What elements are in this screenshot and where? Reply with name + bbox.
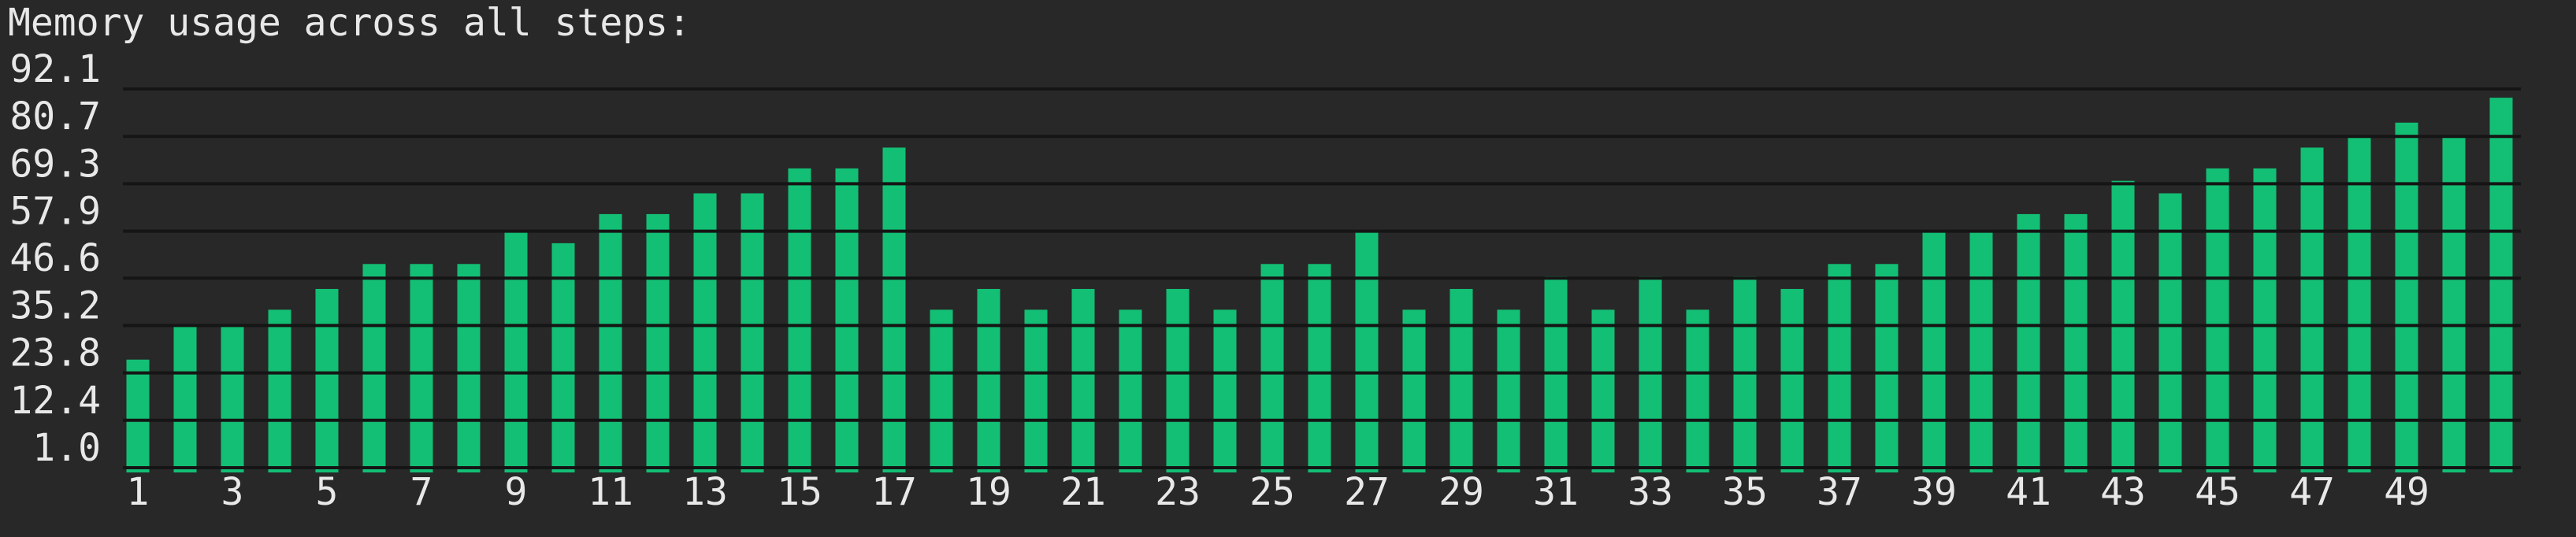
- bar: [457, 264, 481, 472]
- bar: [2300, 147, 2324, 472]
- x-tick-label: 39: [1911, 470, 1957, 514]
- chart-title: Memory usage across all steps:: [8, 1, 691, 45]
- bar: [1922, 231, 1946, 472]
- bar: [551, 243, 575, 472]
- y-tick-label: 69.3: [9, 142, 101, 186]
- bar: [1308, 264, 1331, 472]
- bar: [741, 193, 764, 472]
- bar: [930, 309, 953, 472]
- x-tick-label: 3: [221, 470, 244, 514]
- x-tick-label: 31: [1533, 470, 1579, 514]
- bar: [2206, 168, 2229, 473]
- x-tick-label: 45: [2195, 470, 2240, 514]
- y-tick-label: 92.1: [9, 47, 101, 91]
- x-tick-label: 33: [1628, 470, 1673, 514]
- x-tick-label: 17: [871, 470, 917, 514]
- x-tick-label: 15: [777, 470, 822, 514]
- bar: [1402, 309, 1426, 472]
- y-tick-label: 23.8: [9, 331, 101, 376]
- bar: [1969, 231, 1993, 472]
- bar: [693, 193, 717, 472]
- x-tick-label: 9: [505, 470, 528, 514]
- bar: [410, 264, 433, 472]
- bar: [1449, 288, 1473, 472]
- bar: [221, 326, 244, 472]
- x-tick-label: 49: [2384, 470, 2429, 514]
- bar: [2064, 213, 2088, 472]
- bar: [1686, 309, 1709, 472]
- bar: [126, 359, 150, 472]
- bar: [788, 168, 811, 473]
- bar: [1828, 264, 1851, 472]
- x-tick-label: 7: [410, 470, 433, 514]
- x-tick-label: 21: [1060, 470, 1106, 514]
- bar: [1260, 264, 1284, 472]
- x-tick-label: 23: [1155, 470, 1201, 514]
- x-tick-label: 11: [588, 470, 633, 514]
- bar: [1355, 231, 1379, 472]
- x-tick-label: 43: [2100, 470, 2146, 514]
- bar: [646, 213, 670, 472]
- bar: [2442, 135, 2466, 472]
- bar: [2253, 168, 2277, 473]
- bar: [835, 168, 859, 473]
- x-tick-label: 37: [1817, 470, 1862, 514]
- bar: [599, 213, 622, 472]
- bar: [504, 231, 528, 472]
- bar: [2158, 193, 2182, 472]
- bar: [2017, 213, 2040, 472]
- x-tick-label: 27: [1344, 470, 1390, 514]
- x-tick-label: 47: [2289, 470, 2335, 514]
- bar: [1024, 309, 1048, 472]
- bar: [1497, 309, 1520, 472]
- bar: [1071, 288, 1095, 472]
- x-tick-label: 5: [316, 470, 339, 514]
- bar: [2348, 135, 2371, 472]
- bar: [1875, 264, 1899, 472]
- bar: [1780, 288, 1804, 472]
- bar: [315, 288, 339, 472]
- y-tick-label: 35.2: [9, 283, 101, 328]
- y-tick-label: 1.0: [32, 426, 101, 470]
- x-tick-label: 19: [966, 470, 1011, 514]
- bar: [173, 326, 197, 472]
- x-tick-label: 13: [682, 470, 728, 514]
- bar: [362, 264, 386, 472]
- bar: [977, 288, 1000, 472]
- x-tick-label: 1: [127, 470, 150, 514]
- bar: [2395, 122, 2418, 473]
- bar: [2489, 98, 2513, 472]
- bar: [1166, 288, 1190, 472]
- x-tick-label: 29: [1438, 470, 1484, 514]
- y-tick-label: 80.7: [9, 94, 101, 139]
- bar: [882, 147, 906, 472]
- y-tick-label: 12.4: [9, 379, 101, 423]
- x-tick-label: 25: [1249, 470, 1295, 514]
- bar: [1591, 309, 1615, 472]
- y-tick-label: 46.6: [9, 236, 101, 280]
- bar: [1119, 309, 1142, 472]
- x-tick-label: 35: [1722, 470, 1768, 514]
- x-tick-label: 41: [2006, 470, 2051, 514]
- bar: [268, 309, 291, 472]
- bar: [1213, 309, 1237, 472]
- y-tick-label: 57.9: [9, 190, 101, 234]
